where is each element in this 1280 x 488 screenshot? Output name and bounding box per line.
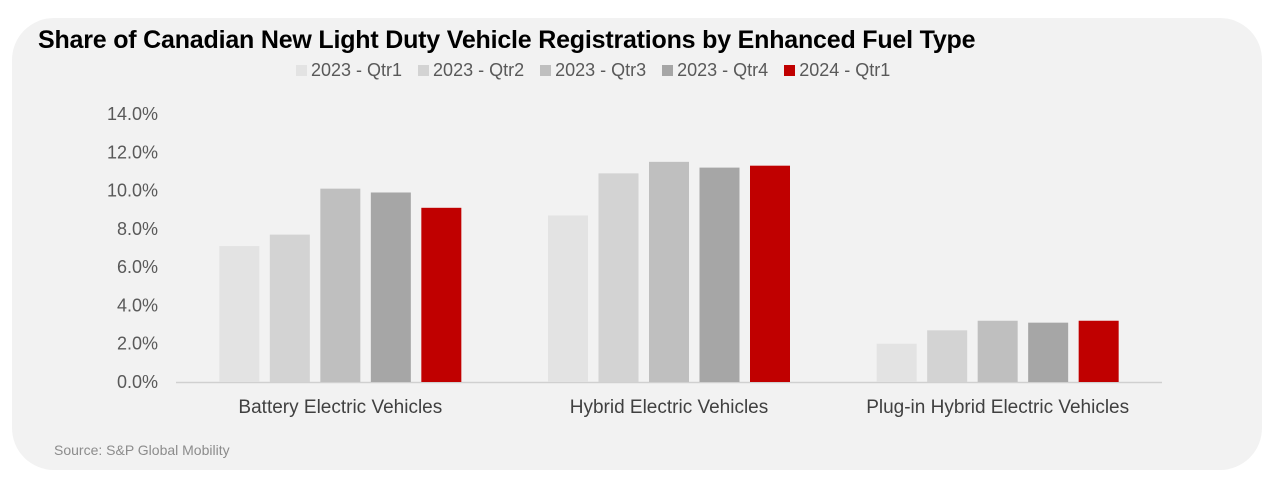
legend-item: 2023 - Qtr4 bbox=[662, 60, 768, 81]
bar bbox=[1028, 322, 1069, 382]
legend-item: 2023 - Qtr3 bbox=[540, 60, 646, 81]
y-tick-label: 6.0% bbox=[117, 257, 158, 277]
y-tick-label: 0.0% bbox=[117, 372, 158, 392]
x-category-label: Battery Electric Vehicles bbox=[238, 397, 442, 418]
bar bbox=[699, 167, 740, 382]
x-category-label: Plug-in Hybrid Electric Vehicles bbox=[866, 397, 1129, 418]
bar bbox=[421, 207, 462, 382]
y-tick-label: 2.0% bbox=[117, 334, 158, 354]
legend-item: 2023 - Qtr2 bbox=[418, 60, 524, 81]
bar bbox=[649, 161, 689, 382]
y-tick-label: 10.0% bbox=[107, 181, 158, 201]
bar bbox=[219, 246, 260, 382]
legend-item: 2024 - Qtr1 bbox=[784, 60, 890, 81]
bar bbox=[269, 234, 310, 382]
legend-label: 2023 - Qtr4 bbox=[677, 60, 769, 80]
y-tick-label: 14.0% bbox=[107, 104, 158, 124]
source-note: Source: S&P Global Mobility bbox=[54, 442, 230, 458]
bar bbox=[598, 173, 639, 382]
bar bbox=[750, 165, 790, 382]
bar bbox=[1078, 320, 1119, 382]
chart-legend: 2023 - Qtr1 2023 - Qtr2 2023 - Qtr3 2023 - … bbox=[296, 60, 906, 81]
legend-swatch bbox=[540, 65, 552, 76]
legend-label: 2023 - Qtr2 bbox=[433, 60, 525, 80]
bar bbox=[977, 320, 1018, 382]
bar bbox=[548, 215, 588, 382]
legend-swatch bbox=[784, 65, 796, 76]
legend-label: 2023 - Qtr1 bbox=[311, 60, 403, 80]
y-tick-label: 8.0% bbox=[117, 219, 158, 239]
bar bbox=[370, 192, 411, 382]
bar bbox=[320, 188, 361, 382]
legend-swatch bbox=[418, 65, 430, 76]
legend-swatch bbox=[662, 65, 674, 76]
y-tick-label: 12.0% bbox=[107, 142, 158, 162]
legend-label: 2024 - Qtr1 bbox=[799, 60, 891, 80]
x-category-label: Hybrid Electric Vehicles bbox=[570, 397, 769, 418]
legend-label: 2023 - Qtr3 bbox=[555, 60, 647, 80]
legend-swatch bbox=[296, 65, 307, 76]
chart-title: Share of Canadian New Light Duty Vehicle… bbox=[38, 26, 976, 54]
bar bbox=[876, 343, 917, 382]
y-tick-label: 4.0% bbox=[117, 295, 158, 315]
legend-item: 2023 - Qtr1 bbox=[296, 60, 402, 81]
bar bbox=[927, 330, 968, 382]
